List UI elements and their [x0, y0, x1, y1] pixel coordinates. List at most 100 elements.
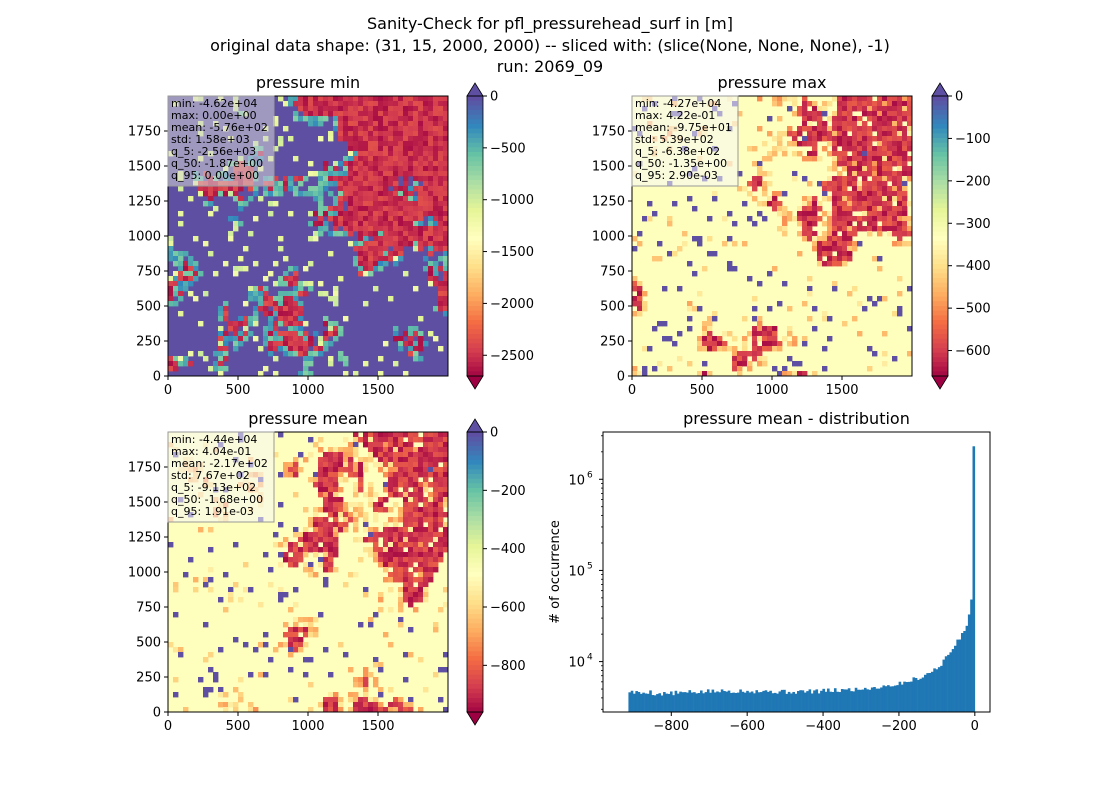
heatmap-cell: [278, 186, 284, 192]
heatmap-cell: [318, 171, 324, 177]
histogram-bar: [803, 692, 807, 712]
heatmap-cell: [877, 266, 883, 272]
heatmap-cell: [807, 236, 813, 242]
heatmap-cell: [398, 346, 404, 352]
heatmap-cell: [288, 306, 294, 312]
heatmap-cell: [403, 482, 409, 488]
heatmap-cell: [897, 306, 903, 312]
heatmap-cell: [877, 216, 883, 222]
heatmap-cell: [363, 251, 369, 257]
heatmap-cell: [822, 346, 828, 352]
heatmap-cell: [832, 151, 838, 157]
heatmap-cell: [308, 707, 314, 713]
heatmap-cell: [892, 221, 898, 227]
heatmap-cell: [907, 216, 913, 222]
heatmap-cell: [842, 206, 848, 212]
heatmap-cell: [388, 181, 394, 187]
heatmap-cell: [368, 186, 374, 192]
heatmap-cell: [188, 256, 194, 262]
heatmap-cell: [802, 196, 808, 202]
heatmap-cell: [363, 517, 369, 523]
colorbar-tick-label: −600: [490, 601, 526, 616]
heatmap-cell: [433, 512, 439, 518]
heatmap-cell: [902, 226, 908, 232]
heatmap-cell: [353, 527, 359, 533]
heatmap-cell: [812, 106, 818, 112]
heatmap-cell: [398, 452, 404, 458]
heatmap-cell: [288, 697, 294, 703]
heatmap-cell: [887, 101, 893, 107]
colorbar-segment: [932, 231, 948, 237]
heatmap-cell: [268, 336, 274, 342]
heatmap-cell: [687, 261, 693, 267]
heatmap-cell: [882, 161, 888, 167]
heatmap-cell: [438, 697, 444, 703]
heatmap-cell: [323, 96, 329, 102]
heatmap-cell: [398, 116, 404, 122]
heatmap-cell: [423, 186, 429, 192]
heatmap-cell: [887, 136, 893, 142]
heatmap-cell: [837, 246, 843, 252]
heatmap-cell: [632, 281, 638, 287]
heatmap-cell: [413, 592, 419, 598]
heatmap-cell: [168, 251, 174, 257]
heatmap-cell: [902, 146, 908, 152]
colorbar-segment: [932, 264, 948, 270]
heatmap-cell: [867, 181, 873, 187]
x-tick-label: 0: [164, 383, 172, 398]
heatmap-cell: [428, 146, 434, 152]
heatmap-cell: [418, 151, 424, 157]
heatmap-cell: [727, 211, 733, 217]
heatmap-cell: [428, 527, 434, 533]
heatmap-cell: [253, 311, 259, 317]
heatmap-cell: [707, 346, 713, 352]
heatmap-cell: [902, 191, 908, 197]
colorbar-segment: [467, 474, 483, 480]
heatmap-cell: [173, 587, 179, 593]
heatmap-cell: [408, 156, 414, 162]
heatmap-cell: [368, 146, 374, 152]
heatmap-cell: [433, 462, 439, 468]
heatmap-cell: [862, 96, 868, 102]
heatmap-cell: [323, 647, 329, 653]
colorbar-segment: [932, 166, 948, 172]
heatmap-cell: [822, 311, 828, 317]
heatmap-cell: [423, 472, 429, 478]
heatmap-cell: [897, 141, 903, 147]
colorbar-segment: [467, 450, 483, 456]
colorbar-segment: [467, 460, 483, 466]
heatmap-cell: [772, 341, 778, 347]
heatmap-cell: [812, 231, 818, 237]
heatmap-cell: [328, 542, 334, 548]
heatmap-cell: [762, 356, 768, 362]
heatmap-cell: [353, 452, 359, 458]
heatmap-cell: [323, 452, 329, 458]
heatmap-cell: [333, 507, 339, 513]
heatmap-cell: [383, 161, 389, 167]
heatmap-cell: [867, 216, 873, 222]
colorbar-tick-label: −300: [955, 217, 991, 232]
heatmap-cell: [333, 522, 339, 528]
heatmap-cell: [288, 316, 294, 322]
heatmap-cell: [318, 336, 324, 342]
heatmap-cell: [403, 442, 409, 448]
heatmap-cell: [408, 191, 414, 197]
heatmap-cell: [418, 346, 424, 352]
heatmap-cell: [333, 96, 339, 102]
stats-box-background: [631, 95, 739, 187]
heatmap-cell: [702, 266, 708, 272]
heatmap-cell: [388, 256, 394, 262]
histogram-bar: [857, 689, 860, 712]
heatmap-cell: [358, 161, 364, 167]
heatmap-cell: [168, 246, 174, 252]
heatmap-cell: [328, 206, 334, 212]
heatmap-cell: [403, 196, 409, 202]
heatmap-cell: [807, 141, 813, 147]
stats-line: q_50: -1.87e+00: [171, 157, 263, 170]
heatmap-cell: [353, 141, 359, 147]
heatmap-cell: [333, 702, 339, 708]
heatmap-cell: [832, 96, 838, 102]
heatmap-cell: [882, 296, 888, 302]
heatmap-cell: [278, 522, 284, 528]
heatmap-cell: [188, 361, 194, 367]
